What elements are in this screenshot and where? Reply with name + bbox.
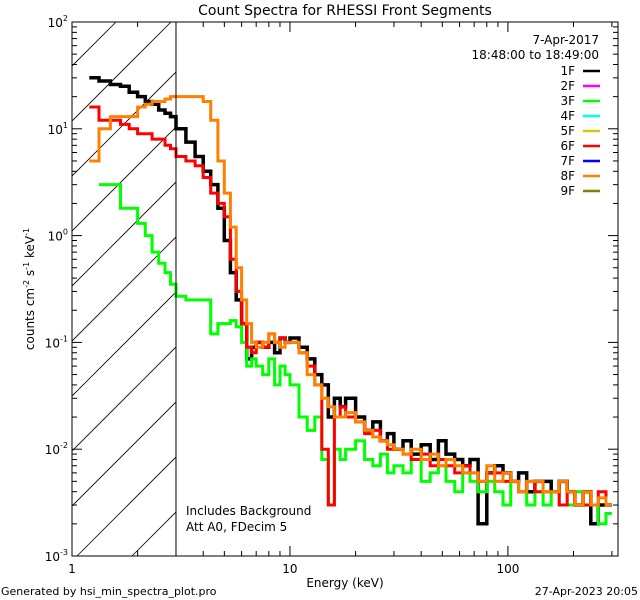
legend-label-3F: 3F — [560, 94, 575, 108]
series-6F — [89, 105, 612, 507]
date-label: 7-Apr-2017 — [532, 33, 599, 47]
chart-title: Count Spectra for RHESSI Front Segments — [198, 3, 492, 19]
axes: 1 10 100 10-3 10-2 10-1 100 101 102 — [45, 14, 618, 576]
hatch-line — [0, 22, 6, 556]
legend-label-8F: 8F — [560, 169, 575, 183]
x-tick-label: 1 — [68, 562, 76, 576]
hatch-line — [72, 401, 176, 507]
legend-label-2F: 2F — [560, 79, 575, 93]
hatch-line — [242, 22, 640, 556]
annotation-background: Includes Background — [186, 504, 311, 518]
x-tick-label: 100 — [496, 562, 519, 576]
hatch-line — [72, 181, 176, 287]
y-tick-label: 10-2 — [45, 441, 68, 457]
hatch-line — [72, 22, 117, 67]
y-axis-label: counts cm-2 s-1 keV-1 — [22, 228, 37, 350]
time-range-label: 18:48:00 to 18:49:00 — [472, 48, 599, 62]
y-tick-label: 10-1 — [45, 334, 68, 350]
y-tick-label: 102 — [48, 14, 68, 30]
plot-frame — [71, 21, 619, 557]
x-axis-label: Energy (keV) — [306, 576, 383, 590]
x-tick-label: 10 — [282, 562, 297, 576]
timestamp: 27-Apr-2023 20:05 — [535, 585, 638, 598]
series-group — [89, 76, 612, 526]
hatch-line — [76, 456, 176, 556]
hatch-line — [72, 291, 176, 397]
annotation-attenuator: Att A0, FDecim 5 — [186, 520, 287, 534]
hatch-line — [72, 346, 176, 452]
hatch-line — [72, 22, 172, 122]
y-tick-label: 100 — [48, 228, 68, 244]
legend-label-7F: 7F — [560, 154, 575, 168]
hatch-line — [72, 236, 176, 342]
series-8F — [89, 95, 612, 507]
y-tick-label: 10-3 — [45, 548, 68, 564]
legend-label-4F: 4F — [560, 109, 575, 123]
legend-label-5F: 5F — [560, 124, 575, 138]
legend-label-1F: 1F — [560, 64, 575, 78]
excluded-region-hatching — [0, 22, 640, 556]
generated-by: Generated by hsi_min_spectra_plot.pro — [1, 585, 217, 598]
y-tick-label: 101 — [48, 121, 68, 137]
hatch-line — [72, 126, 176, 232]
legend-label-9F: 9F — [560, 184, 575, 198]
legend-label-6F: 6F — [560, 139, 575, 153]
